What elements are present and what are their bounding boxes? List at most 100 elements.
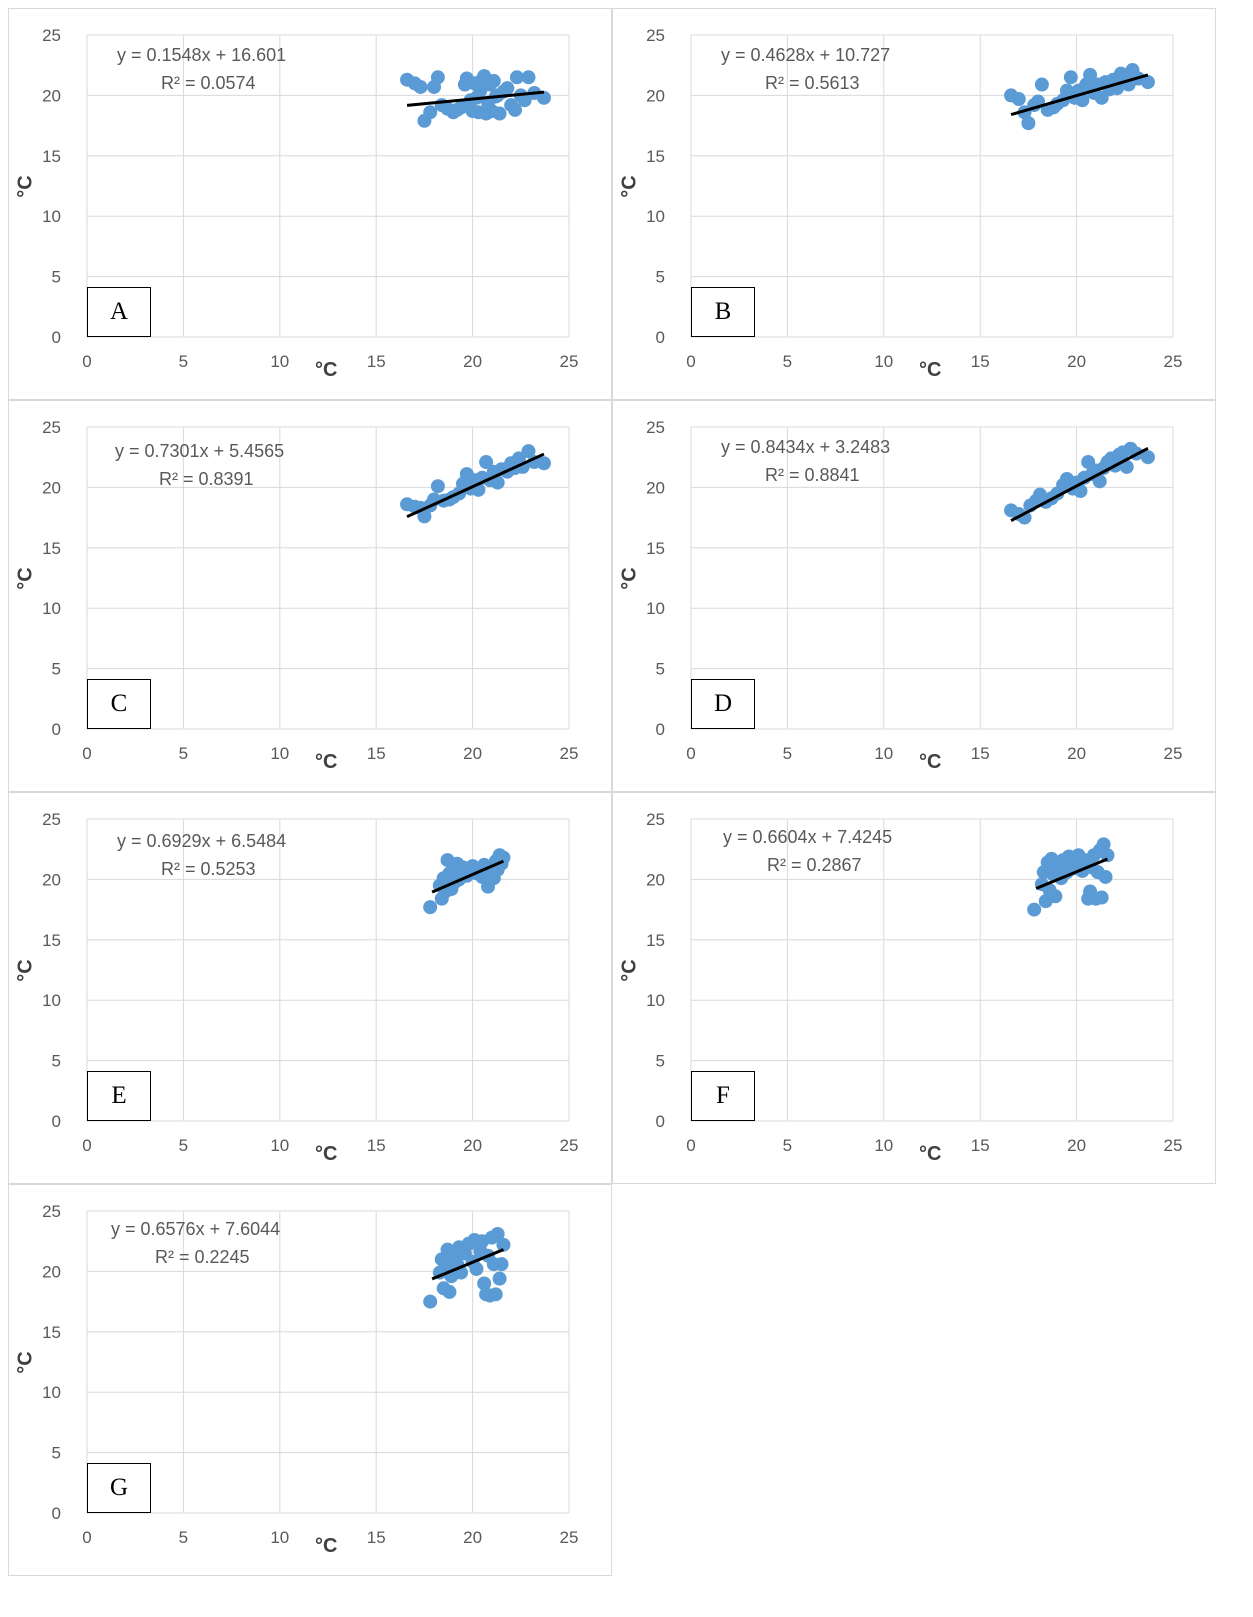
x-tick-label: 25: [560, 352, 579, 371]
y-tick-label: 0: [52, 328, 61, 347]
data-point: [1119, 459, 1134, 474]
y-tick-label: 20: [42, 86, 61, 105]
x-tick-label: 20: [1067, 352, 1086, 371]
y-axis-label: °C: [14, 1351, 37, 1374]
data-point: [536, 456, 551, 471]
y-tick-label: 0: [656, 720, 665, 739]
data-point: [517, 93, 532, 108]
x-tick-label: 20: [463, 352, 482, 371]
y-tick-label: 15: [646, 931, 665, 950]
y-tick-label: 25: [42, 810, 61, 829]
x-tick-label: 15: [367, 1136, 386, 1155]
x-tick-label: 0: [82, 1528, 91, 1547]
data-point: [1027, 902, 1042, 917]
y-tick-label: 15: [42, 931, 61, 950]
r-squared-label: R² = 0.8391: [159, 469, 254, 489]
data-point: [417, 509, 432, 524]
data-point: [1034, 77, 1049, 92]
y-tick-label: 25: [42, 1202, 61, 1221]
y-tick-label: 10: [42, 991, 61, 1010]
data-point: [536, 90, 551, 105]
x-tick-label: 15: [367, 352, 386, 371]
y-tick-label: 15: [646, 539, 665, 558]
y-tick-label: 20: [646, 478, 665, 497]
r-squared-label: R² = 0.5253: [161, 859, 256, 879]
scatter-plot: 0 5 10 15 20 25 0 5 10 15 20 25: [646, 26, 1183, 371]
y-tick-label: 25: [42, 26, 61, 45]
chart-panel-a: 0 5 10 15 20 25 0 5 10 15 20 25 y = 0.1548x + 16.601…: [8, 8, 612, 400]
y-tick-label: 25: [42, 418, 61, 437]
x-tick-label: 15: [367, 1528, 386, 1547]
data-point: [1100, 848, 1115, 863]
data-point: [423, 105, 438, 120]
data-point: [469, 1261, 484, 1276]
data-point: [430, 479, 445, 494]
trendline-equation: y = 0.8434x + 3.2483: [721, 437, 891, 457]
x-tick-label: 20: [463, 1136, 482, 1155]
scatter-plot: 0 5 10 15 20 25 0 5 10 15 20 25: [42, 1202, 579, 1547]
trendline: [1035, 857, 1109, 890]
y-tick-label: 25: [646, 26, 665, 45]
r-squared-label: R² = 0.8841: [765, 465, 860, 485]
x-tick-label: 25: [560, 1528, 579, 1547]
chart-panel-b: 0 5 10 15 20 25 0 5 10 15 20 25 y = 0.4628x + 10.727…: [612, 8, 1216, 400]
data-point: [477, 1276, 492, 1291]
data-point: [521, 444, 536, 459]
trendline-equation: y = 0.1548x + 16.601: [117, 45, 287, 65]
x-tick-label: 5: [179, 352, 188, 371]
scatter-plot: 0 5 10 15 20 25 0 5 10 15 20 25: [646, 810, 1182, 1155]
x-tick-label: 5: [783, 744, 792, 763]
data-point: [1011, 92, 1026, 107]
y-tick-label: 0: [52, 1504, 61, 1523]
data-point: [508, 102, 523, 117]
x-tick-label: 15: [367, 744, 386, 763]
trendline: [406, 452, 545, 519]
x-tick-label: 10: [874, 352, 893, 371]
y-tick-label: 10: [42, 1383, 61, 1402]
r-squared-label: R² = 0.5613: [765, 73, 860, 93]
y-axis-label: °C: [618, 175, 641, 198]
scatter-plot: 0 5 10 15 20 25 0 5 10 15 20 25: [646, 418, 1183, 763]
x-tick-label: 0: [686, 1136, 695, 1155]
data-point: [1048, 889, 1063, 904]
y-tick-label: 0: [656, 1112, 665, 1131]
y-tick-label: 25: [646, 810, 665, 829]
y-tick-label: 15: [646, 147, 665, 166]
x-tick-label: 25: [1164, 744, 1183, 763]
trendline-equation: y = 0.4628x + 10.727: [721, 45, 891, 65]
y-axis-label: °C: [618, 959, 641, 982]
y-tick-label: 25: [646, 418, 665, 437]
data-point: [521, 70, 536, 85]
y-tick-label: 5: [52, 1052, 61, 1071]
y-tick-label: 5: [52, 660, 61, 679]
chart-panel-d: 0 5 10 15 20 25 0 5 10 15 20 25 y = 0.8434x + 3.2483…: [612, 400, 1216, 792]
trendline: [1010, 73, 1149, 117]
trendline: [431, 1248, 505, 1281]
y-tick-label: 5: [656, 1052, 665, 1071]
x-tick-label: 25: [560, 1136, 579, 1155]
chart-panel-c: 0 5 10 15 20 25 0 5 10 15 20 25 y = 0.7301x + 5.4565…: [8, 400, 612, 792]
data-point: [442, 1284, 457, 1299]
y-tick-label: 15: [42, 1323, 61, 1342]
x-tick-label: 10: [270, 744, 289, 763]
y-tick-label: 20: [42, 1262, 61, 1281]
data-point: [486, 73, 501, 88]
x-axis-label: °C: [315, 1535, 338, 1557]
x-tick-label: 25: [1164, 352, 1183, 371]
y-tick-label: 15: [42, 147, 61, 166]
x-tick-label: 0: [82, 744, 91, 763]
x-tick-label: 0: [82, 352, 91, 371]
y-tick-label: 5: [656, 268, 665, 287]
data-point: [1063, 70, 1078, 85]
scatter-plot: 0 5 10 15 20 25 0 5 10 15 20 25: [42, 810, 579, 1155]
x-tick-label: 15: [971, 352, 990, 371]
x-axis-label: °C: [919, 359, 942, 381]
x-tick-label: 20: [463, 744, 482, 763]
x-axis-label: °C: [919, 751, 942, 773]
x-tick-label: 20: [463, 1528, 482, 1547]
trendline-equation: y = 0.7301x + 5.4565: [115, 441, 285, 461]
x-axis-label: °C: [315, 1143, 338, 1165]
data-point: [423, 900, 438, 915]
data-point: [1092, 474, 1107, 489]
